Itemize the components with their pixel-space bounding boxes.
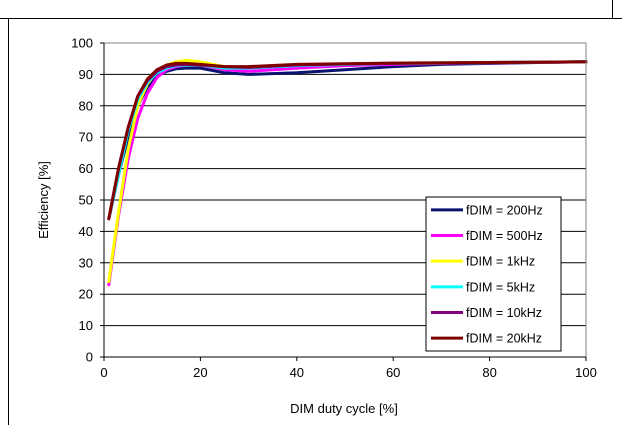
y-tick-label: 0 xyxy=(86,350,93,365)
y-tick-label: 80 xyxy=(79,98,93,113)
series-lines xyxy=(107,58,588,287)
y-tick-label: 70 xyxy=(79,130,93,145)
series-line-1 xyxy=(107,60,588,221)
legend-label-6: fDIM = 20kHz xyxy=(466,332,542,346)
x-axis-label: DIM duty cycle [%] xyxy=(290,401,398,416)
y-tick-label: 40 xyxy=(79,224,93,239)
y-tick-label: 100 xyxy=(71,36,93,51)
legend-label-4: fDIM = 5kHz xyxy=(466,280,535,294)
y-axis-label: Efficiency [%] xyxy=(36,161,51,239)
y-axis: 0 10 20 30 40 50 60 70 80 90 100 xyxy=(71,36,105,365)
legend-label-2: fDIM = 500Hz xyxy=(466,229,543,243)
y-tick-label: 20 xyxy=(79,287,93,302)
legend-label-3: fDIM = 1kHz xyxy=(466,255,535,269)
y-tick-label: 10 xyxy=(79,318,93,333)
legend-label-5: fDIM = 10kHz xyxy=(466,306,542,320)
y-tick-label: 60 xyxy=(79,161,93,176)
y-tick-label: 50 xyxy=(79,193,93,208)
legend-label-1: fDIM = 200Hz xyxy=(466,203,543,217)
x-tick-label: 100 xyxy=(575,365,597,380)
series-line-4 xyxy=(107,60,588,221)
legend: fDIM = 200Hz fDIM = 500Hz fDIM = 1kHz fDIM … xyxy=(425,196,562,352)
x-tick-label: 0 xyxy=(100,365,107,380)
x-tick-label: 60 xyxy=(386,365,400,380)
x-tick-label: 80 xyxy=(482,365,496,380)
series-line-6 xyxy=(107,60,588,221)
x-tick-label: 20 xyxy=(193,365,207,380)
series-line-5 xyxy=(107,60,588,221)
y-tick-label: 30 xyxy=(79,255,93,270)
x-axis: 0 20 40 60 80 100 xyxy=(100,356,597,380)
legend-box xyxy=(425,196,562,352)
y-tick-label: 90 xyxy=(79,67,93,82)
x-tick-label: 40 xyxy=(290,365,304,380)
